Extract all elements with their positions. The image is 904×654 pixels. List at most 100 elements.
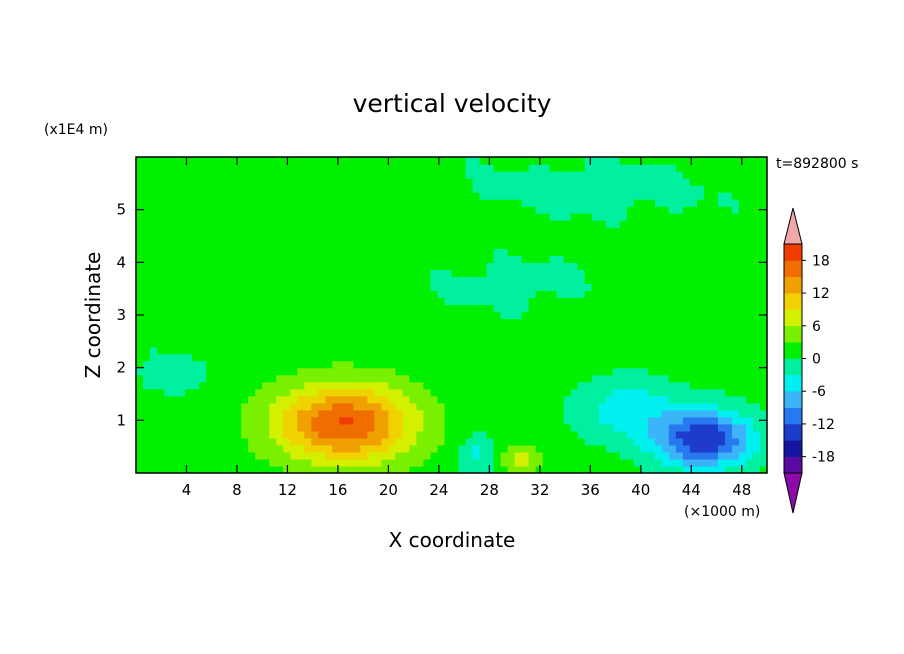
- field-cell: [549, 388, 558, 397]
- field-cell: [416, 206, 425, 214]
- field-cell: [752, 388, 761, 397]
- field-cell: [297, 171, 305, 179]
- field-cell: [710, 283, 719, 292]
- field-cell: [640, 374, 649, 383]
- field-cell: [318, 465, 326, 473]
- field-cell: [143, 178, 151, 186]
- field-cell: [675, 409, 684, 418]
- field-cell: [535, 360, 544, 369]
- field-cell: [199, 346, 207, 355]
- field-cell: [451, 332, 460, 341]
- field-cell: [213, 311, 221, 320]
- field-cell: [178, 283, 186, 292]
- field-cell: [528, 227, 537, 235]
- field-cell: [458, 199, 467, 207]
- field-cell: [661, 311, 670, 320]
- field-cell: [325, 465, 333, 473]
- field-cell: [570, 332, 579, 341]
- field-cell: [598, 353, 607, 362]
- field-cell: [549, 409, 558, 418]
- field-cell: [451, 402, 460, 411]
- field-cell: [339, 276, 347, 284]
- field-cell: [388, 332, 397, 341]
- field-cell: [213, 346, 221, 355]
- field-cell: [647, 241, 656, 249]
- field-cell: [220, 290, 228, 299]
- field-cell: [388, 297, 397, 306]
- field-cell: [528, 276, 537, 284]
- field-cell: [591, 423, 600, 432]
- field-cell: [717, 255, 726, 263]
- field-cell: [486, 199, 495, 207]
- field-cell: [528, 164, 537, 172]
- field-cell: [668, 374, 677, 383]
- y-axis-label: Z coordinate: [81, 252, 105, 379]
- field-cell: [640, 241, 649, 249]
- field-cell: [360, 290, 368, 299]
- field-cell: [654, 220, 663, 228]
- field-cell: [150, 367, 158, 376]
- field-cell: [556, 248, 565, 256]
- field-cell: [402, 381, 411, 390]
- field-cell: [199, 395, 207, 404]
- field-cell: [633, 248, 642, 256]
- field-cell: [311, 262, 319, 270]
- field-cell: [346, 409, 354, 418]
- field-cell: [549, 192, 558, 200]
- field-cell: [591, 199, 600, 207]
- field-cell: [619, 423, 628, 432]
- field-cell: [311, 234, 319, 242]
- field-cell: [682, 276, 691, 284]
- field-cell: [325, 157, 333, 165]
- field-cell: [304, 339, 312, 348]
- field-cell: [640, 304, 649, 313]
- field-cell: [171, 367, 179, 376]
- field-cell: [619, 332, 628, 341]
- field-cell: [199, 416, 207, 425]
- field-cell: [717, 171, 726, 179]
- field-cell: [353, 353, 361, 362]
- field-cell: [199, 157, 207, 165]
- field-cell: [402, 409, 411, 418]
- field-cell: [409, 318, 418, 327]
- field-cell: [479, 241, 488, 249]
- field-cell: [472, 234, 481, 242]
- field-cell: [626, 465, 635, 473]
- field-cell: [640, 234, 649, 242]
- field-cell: [668, 360, 677, 369]
- field-cell: [423, 192, 432, 200]
- field-cell: [717, 409, 726, 418]
- field-cell: [213, 451, 221, 460]
- field-cell: [171, 437, 179, 446]
- field-cell: [759, 381, 767, 390]
- colorbar-segment: [784, 244, 802, 261]
- field-cell: [458, 374, 467, 383]
- field-cell: [276, 451, 284, 460]
- field-cell: [605, 227, 614, 235]
- field-cell: [388, 346, 397, 355]
- field-cell: [283, 234, 291, 242]
- field-cell: [598, 262, 607, 270]
- field-cell: [619, 290, 628, 299]
- field-cell: [374, 213, 382, 221]
- field-cell: [430, 227, 439, 235]
- field-cell: [381, 185, 389, 193]
- field-cell: [213, 444, 221, 453]
- field-cell: [521, 262, 530, 270]
- field-cell: [171, 311, 179, 320]
- field-cell: [157, 423, 165, 432]
- field-cell: [220, 262, 228, 270]
- field-cell: [206, 171, 214, 179]
- field-cell: [255, 297, 263, 306]
- field-cell: [738, 199, 747, 207]
- field-cell: [542, 206, 551, 214]
- field-cell: [451, 290, 460, 299]
- field-cell: [640, 164, 649, 172]
- field-cell: [248, 220, 256, 228]
- field-cell: [430, 283, 439, 292]
- field-cell: [360, 318, 368, 327]
- field-cell: [262, 283, 270, 292]
- field-cell: [185, 311, 193, 320]
- field-cell: [528, 290, 537, 299]
- field-cell: [178, 157, 186, 165]
